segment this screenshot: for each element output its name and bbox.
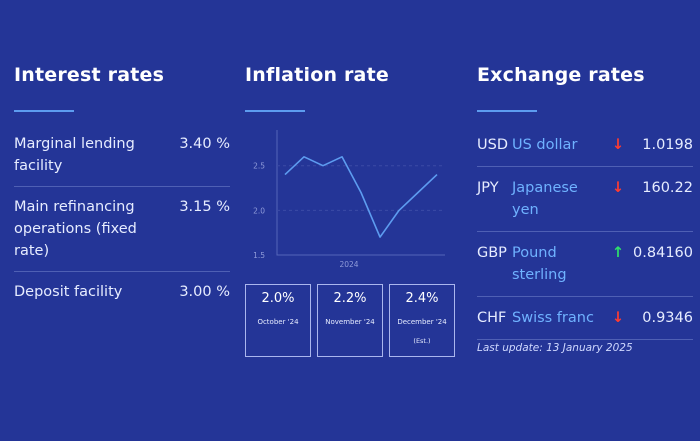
interest-rates-title: Interest rates: [14, 64, 165, 86]
fx-value: 0.9346: [642, 310, 693, 326]
interest-row-deposit-facility: Deposit facility 3.00 %: [14, 272, 230, 312]
arrow-down-icon: ↓: [611, 310, 625, 326]
last-update-text: Last update: 13 January 2025: [477, 342, 633, 354]
inflation-chart-svg: 2.5 2.0 1.5 2024: [253, 130, 445, 269]
rate-label: Marginal lending facility: [14, 136, 135, 174]
fx-row-usd: USD US dollar ↓ 1.0198: [477, 124, 693, 167]
y-tick-label: 1.5: [253, 251, 265, 260]
card-month: November '24: [325, 318, 375, 326]
currency-code: USD: [477, 137, 508, 153]
card-value: 2.0%: [261, 291, 295, 306]
rate-value: 3.00 %: [179, 284, 230, 300]
inflation-card-october[interactable]: 2.0% October '24: [245, 284, 311, 357]
fx-row-chf: CHF Swiss franc ↓ 0.9346: [477, 297, 693, 340]
fx-value: 1.0198: [642, 137, 693, 153]
rate-label: Main refinancing operations (fixed rate): [14, 199, 137, 259]
currency-name-link[interactable]: US dollar: [512, 137, 578, 153]
y-tick-label: 2.0: [253, 206, 265, 215]
fx-row-gbp: GBP Pound sterling ↑ 0.84160: [477, 232, 693, 297]
currency-code: JPY: [477, 180, 499, 196]
interest-rates-panel: Interest rates Marginal lending facility…: [14, 62, 230, 312]
inflation-cards: 2.0% October '24 2.2% November '24 2.4% …: [245, 284, 455, 357]
inflation-chart[interactable]: 2.5 2.0 1.5 2024: [245, 124, 455, 274]
fx-value: 160.22: [642, 180, 693, 196]
x-axis-label: 2024: [339, 260, 358, 269]
fx-value: 0.84160: [633, 245, 693, 261]
card-month: October '24: [257, 318, 299, 326]
y-tick-label: 2.5: [253, 162, 265, 171]
inflation-rate-panel: Inflation rate 2.5 2.0 1.5 2024 2.0% Octobe…: [245, 62, 455, 357]
card-value: 2.2%: [333, 291, 367, 306]
currency-name-link[interactable]: Pound sterling: [512, 245, 567, 283]
inflation-card-november[interactable]: 2.2% November '24: [317, 284, 383, 357]
chart-axis: [276, 130, 445, 256]
interest-row-marginal-lending: Marginal lending facility 3.40 %: [14, 124, 230, 187]
title-rule: [245, 110, 305, 112]
interest-row-main-refinancing: Main refinancing operations (fixed rate)…: [14, 187, 230, 272]
interest-rates-list: Marginal lending facility 3.40 % Main re…: [14, 124, 230, 312]
arrow-down-icon: ↓: [611, 180, 625, 196]
exchange-rates-list: USD US dollar ↓ 1.0198 JPY Japanese yen …: [477, 124, 693, 354]
currency-name-link[interactable]: Japanese yen: [512, 180, 578, 218]
inflation-rate-title: Inflation rate: [245, 64, 389, 86]
currency-code: CHF: [477, 310, 507, 326]
exchange-rates-panel: Exchange rates USD US dollar ↓ 1.0198 JP…: [477, 62, 693, 354]
rate-value: 3.15 %: [179, 199, 230, 215]
rate-value: 3.40 %: [179, 136, 230, 152]
arrow-down-icon: ↓: [611, 137, 625, 153]
fx-row-jpy: JPY Japanese yen ↓ 160.22: [477, 167, 693, 232]
arrow-up-icon: ↑: [611, 245, 625, 261]
currency-name-link[interactable]: Swiss franc: [512, 310, 594, 326]
exchange-rates-title: Exchange rates: [477, 64, 645, 86]
card-value: 2.4%: [405, 291, 439, 306]
card-estimate-note: (Est.): [413, 337, 431, 345]
card-month: December '24: [397, 318, 447, 326]
inflation-series-line: [284, 155, 438, 238]
inflation-card-december[interactable]: 2.4% December '24 (Est.): [389, 284, 455, 357]
title-rule: [477, 110, 537, 112]
rate-label: Deposit facility: [14, 284, 123, 300]
currency-code: GBP: [477, 245, 507, 261]
title-rule: [14, 110, 74, 112]
